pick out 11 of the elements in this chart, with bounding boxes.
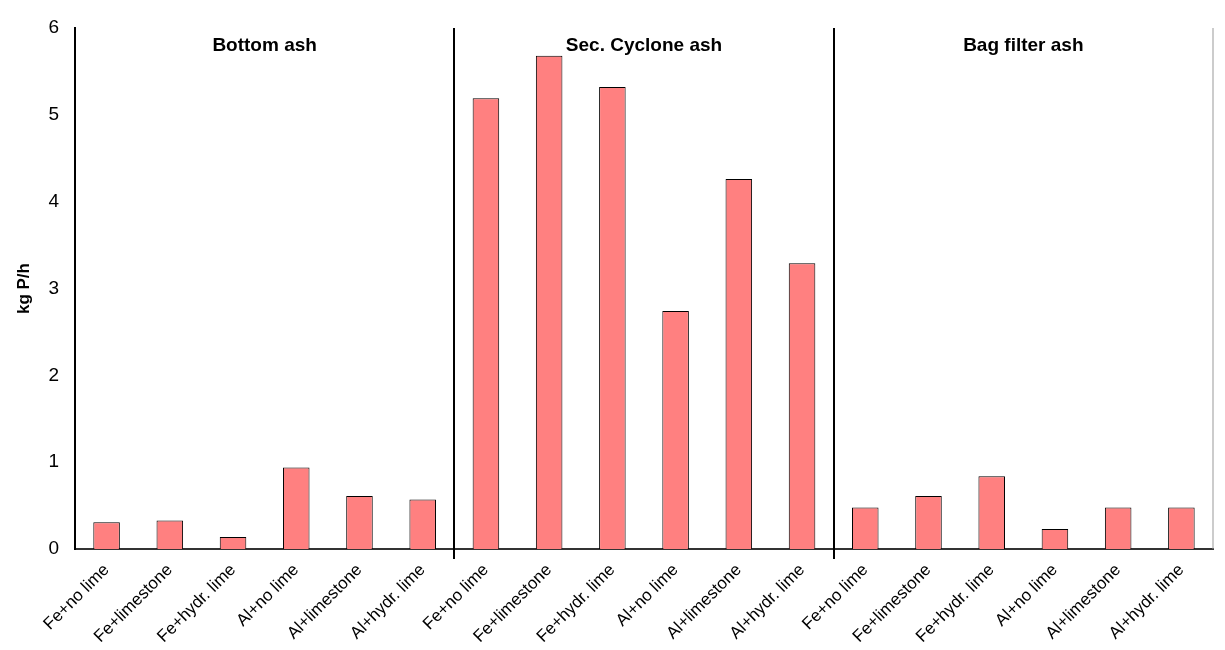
y-tick-label: 5 — [48, 103, 59, 125]
y-tick-label: 6 — [48, 16, 59, 38]
annotation: Bottom ash — [212, 34, 317, 56]
y-tick-label: 4 — [48, 189, 60, 211]
annotation: Sec. Cyclone ash — [565, 34, 723, 56]
y-tick-label: 2 — [48, 363, 59, 385]
y-tick-label: 0 — [48, 537, 59, 559]
y-tick-label: 1 — [48, 450, 59, 472]
annotation: Bag filter ash — [963, 34, 1084, 56]
y-axis-title: kg P/h — [13, 263, 33, 315]
y-tick-label: 3 — [48, 276, 59, 298]
